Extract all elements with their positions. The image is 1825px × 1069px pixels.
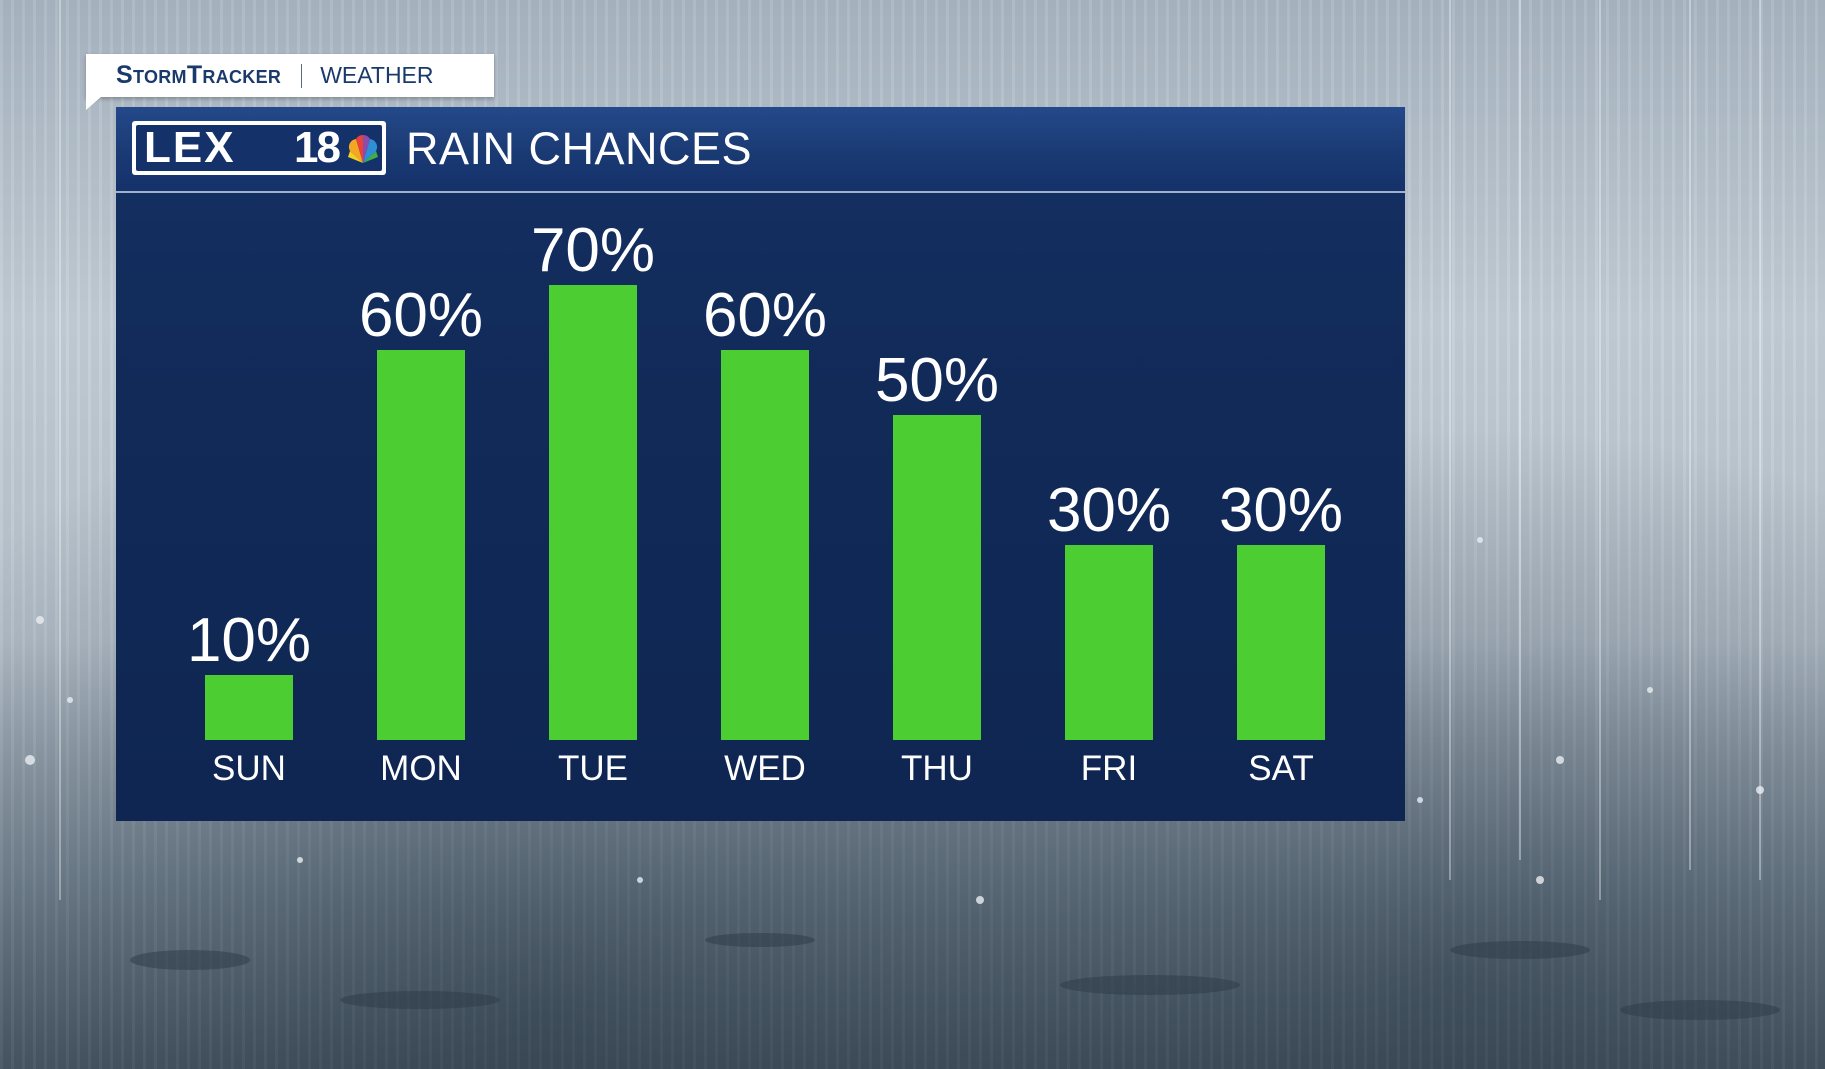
lex18-logo: LEX 18: [132, 121, 386, 175]
value-label-thu: 50%: [875, 346, 999, 415]
value-label-mon: 60%: [359, 281, 483, 350]
day-label-thu: THU: [901, 749, 973, 788]
value-label-tue: 70%: [531, 216, 655, 285]
bar-thu: [893, 415, 981, 740]
value-label-sun: 10%: [187, 606, 311, 675]
day-label-wed: WED: [724, 749, 806, 788]
bar-mon: [377, 350, 465, 740]
tag-divider: [301, 63, 303, 88]
rain-chances-panel: LEX 18 RAIN CHANCES 10% SUN 60% MON 70% TUE 60…: [116, 107, 1405, 821]
peacock-icon: [348, 134, 378, 163]
day-label-tue: TUE: [558, 749, 628, 788]
logo-text: LEX: [144, 123, 236, 172]
bar-wed: [721, 350, 809, 740]
lex18-logo-field: LEX 18: [136, 125, 382, 171]
page-title: RAIN CHANCES: [406, 123, 753, 174]
value-label-wed: 60%: [703, 281, 827, 350]
bar-tue: [549, 285, 637, 740]
rain-chances-bar-chart: 10% SUN 60% MON 70% TUE 60% WED 50% THU 30% FRI 30% S…: [187, 216, 1343, 788]
bar-sun: [205, 675, 293, 740]
stormtracker-weather-tag: StormTracker WEATHER: [86, 54, 494, 97]
logo-number: 18: [294, 123, 341, 172]
day-label-sun: SUN: [212, 749, 286, 788]
value-label-sat: 30%: [1219, 476, 1343, 545]
day-label-fri: FRI: [1081, 749, 1137, 788]
weather-section-label: WEATHER: [320, 62, 434, 88]
bar-sat: [1237, 545, 1325, 740]
stormtracker-brand: StormTracker: [116, 61, 282, 89]
day-label-sat: SAT: [1248, 749, 1313, 788]
day-label-mon: MON: [380, 749, 462, 788]
tag-notch: [86, 96, 102, 110]
value-label-fri: 30%: [1047, 476, 1171, 545]
panel-header: LEX 18 RAIN CHANCES: [116, 107, 1405, 193]
bar-fri: [1065, 545, 1153, 740]
